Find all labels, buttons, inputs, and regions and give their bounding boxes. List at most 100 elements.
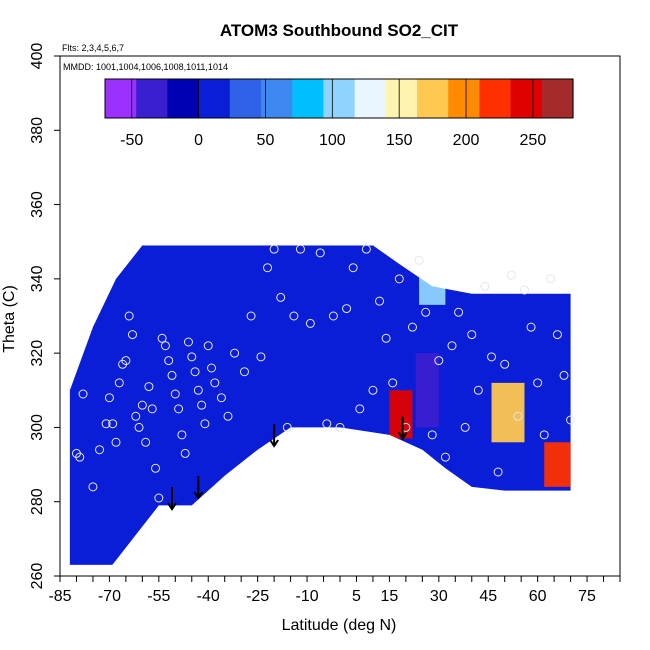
y-tick-label: 380 [29,117,46,144]
colorbar-tick-label: 100 [319,132,346,149]
tropopause-arrow [193,476,204,500]
observation-point [170,389,180,399]
observation-point [147,404,157,414]
observation-point [239,367,249,377]
colorbar-segment [385,79,418,118]
observation-point [104,393,114,403]
colorbar-segment [136,79,168,118]
observation-point [101,419,111,429]
observation-point [137,400,147,410]
field-region [389,390,413,439]
observation-point [533,378,543,388]
y-tick-label: 320 [29,340,46,367]
observation-point [454,307,464,317]
tropopause-arrow [397,416,408,441]
observation-point [322,419,332,429]
colorbar-tick-label: 150 [386,132,413,149]
observation-point [355,404,365,414]
observation-point [203,341,213,351]
tropopause-arrow [269,424,279,448]
colorbar-segment [198,79,231,118]
observation-point [546,274,556,284]
observation-point [197,400,207,410]
observation-point [467,330,477,340]
observation-point [180,448,190,458]
observation-point [75,452,85,462]
observation-point [493,467,503,477]
observation-point [167,370,177,380]
observation-point [559,370,569,380]
observation-point [200,419,210,429]
arrow-head [397,432,408,441]
x-tick-label: -40 [197,588,220,605]
observation-point [566,415,576,425]
y-tick-label: 400 [29,43,46,70]
field-region [415,353,439,428]
field-lower-mask [60,427,620,576]
colorbar-tick-label: 200 [453,132,480,149]
observation-point [427,430,437,440]
observation-point [256,352,266,362]
arrow-head [193,491,204,500]
x-axis-title: Latitude (deg N) [282,617,397,634]
x-tick-label: 45 [479,588,497,605]
y-tick-label: 300 [29,414,46,441]
tropopause-markers [167,416,408,511]
y-tick-label: 340 [29,265,46,292]
observation-point [144,382,154,392]
x-tick-label: -70 [98,588,121,605]
observation-point [124,311,134,321]
observation-point [368,385,378,395]
observation-point [230,348,240,358]
observation-point [328,311,338,321]
colorbar-tick-label: 50 [257,132,275,149]
colorbar-segment [292,79,324,118]
x-tick-label: 15 [381,588,399,605]
observation-point [552,330,562,340]
field-upper-mask [60,56,620,391]
observation-point [210,378,220,388]
observation-point [440,452,450,462]
observation-point [154,493,164,503]
observation-point [183,337,193,347]
colorbar-tick-label: 0 [194,132,203,149]
observation-point [407,322,417,332]
tropopause-arrow [167,487,177,511]
observation-point [375,296,385,306]
observation-points [71,244,576,503]
observation-point [269,244,279,254]
colorbar-segment [323,79,356,118]
observation-point [151,463,161,473]
x-axis: -85 -70 -55 -40 -25 -10 5 15 30 45 60 75 [48,576,621,605]
observation-point [526,322,536,332]
observation-point [134,422,144,432]
colorbar-frame [104,78,574,119]
observation-point [460,422,470,432]
observation-point [207,363,217,373]
colorbar-segment [229,79,262,118]
flights-note: Flts: 2,3,4,5,6,7 [62,43,124,53]
observation-point [519,285,529,295]
field-region [544,442,571,487]
colorbar-tick-label: -50 [120,132,143,149]
colorbar-segment [261,79,293,118]
observation-point [223,411,233,421]
observation-point [187,352,197,362]
observation-point [177,430,187,440]
observation-point [513,411,523,421]
observation-point [282,422,292,432]
observation-point [506,270,516,280]
observation-point [473,385,483,395]
observation-point [414,255,424,265]
colorbar-segment [354,79,387,118]
y-axis: 260 280 300 320 340 360 380 400 [29,43,60,589]
arrow-head [269,439,279,448]
observation-point [78,389,88,399]
observation-point [500,359,510,369]
observation-point [381,333,391,343]
colorbar-segment [479,79,512,118]
y-axis-title: Theta (C) [1,285,18,353]
colorbar-segment [167,79,200,118]
observation-point [388,378,398,388]
